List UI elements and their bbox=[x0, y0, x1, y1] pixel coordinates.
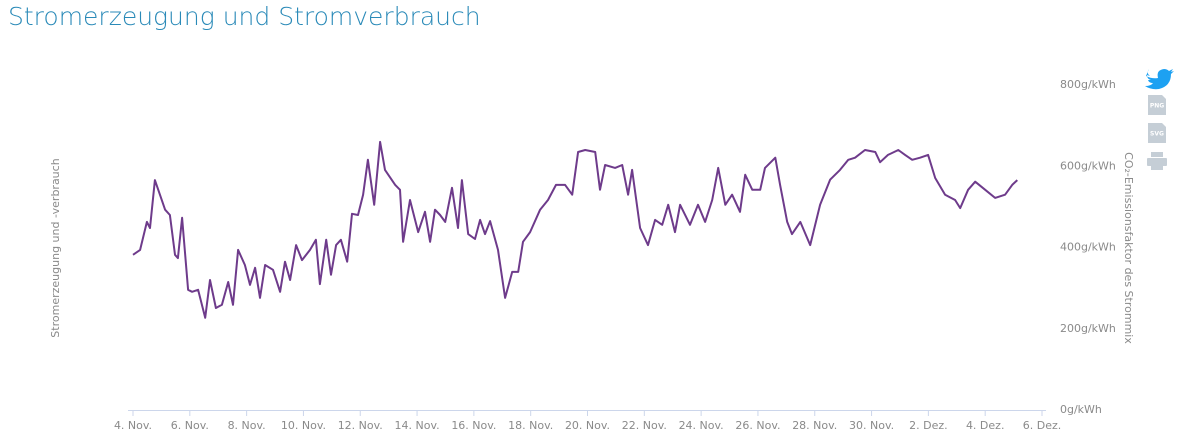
x-tick-label: 12. Nov. bbox=[338, 419, 383, 432]
y2-axis-title: CO₂-Emissionsfaktor des Strommix bbox=[1122, 152, 1135, 344]
svg-label: SVG bbox=[1150, 131, 1164, 138]
x-tick-label: 30. Nov. bbox=[849, 419, 894, 432]
x-tick-label: 18. Nov. bbox=[508, 419, 553, 432]
twitter-button[interactable] bbox=[1145, 69, 1174, 90]
y2-tick-label: 400g/kWh bbox=[1060, 241, 1116, 254]
x-tick-label: 14. Nov. bbox=[395, 419, 440, 432]
x-tick-label: 16. Nov. bbox=[451, 419, 496, 432]
x-tick-label: 2. Dez. bbox=[909, 419, 948, 432]
png-label: PNG bbox=[1150, 103, 1164, 110]
x-tick-label: 20. Nov. bbox=[565, 419, 610, 432]
x-tick-label: 6. Dez. bbox=[1023, 419, 1062, 432]
chart-title: Stromerzeugung und Stromverbrauch bbox=[8, 2, 481, 31]
y-axis-title: Stromerzeugung und -verbrauch bbox=[49, 158, 62, 337]
x-tick-label: 10. Nov. bbox=[281, 419, 326, 432]
print-button[interactable] bbox=[1147, 152, 1167, 170]
y2-tick-label: 0g/kWh bbox=[1060, 403, 1102, 416]
x-tick-label: 22. Nov. bbox=[622, 419, 667, 432]
x-tick-label: 26. Nov. bbox=[735, 419, 780, 432]
x-tick-label: 6. Nov. bbox=[171, 419, 209, 432]
x-tick-label: 4. Dez. bbox=[966, 419, 1005, 432]
x-tick-label: 4. Nov. bbox=[114, 419, 152, 432]
y2-tick-label: 200g/kWh bbox=[1060, 322, 1116, 335]
x-tick-label: 28. Nov. bbox=[792, 419, 837, 432]
x-tick-label: 8. Nov. bbox=[228, 419, 266, 432]
svg-button[interactable]: SVG bbox=[1148, 123, 1166, 143]
png-button[interactable]: PNG bbox=[1148, 95, 1166, 115]
y2-tick-label: 800g/kWh bbox=[1060, 78, 1116, 91]
x-tick-label: 24. Nov. bbox=[679, 419, 724, 432]
y2-tick-label: 600g/kWh bbox=[1060, 159, 1116, 172]
data-line bbox=[132, 140, 1018, 319]
